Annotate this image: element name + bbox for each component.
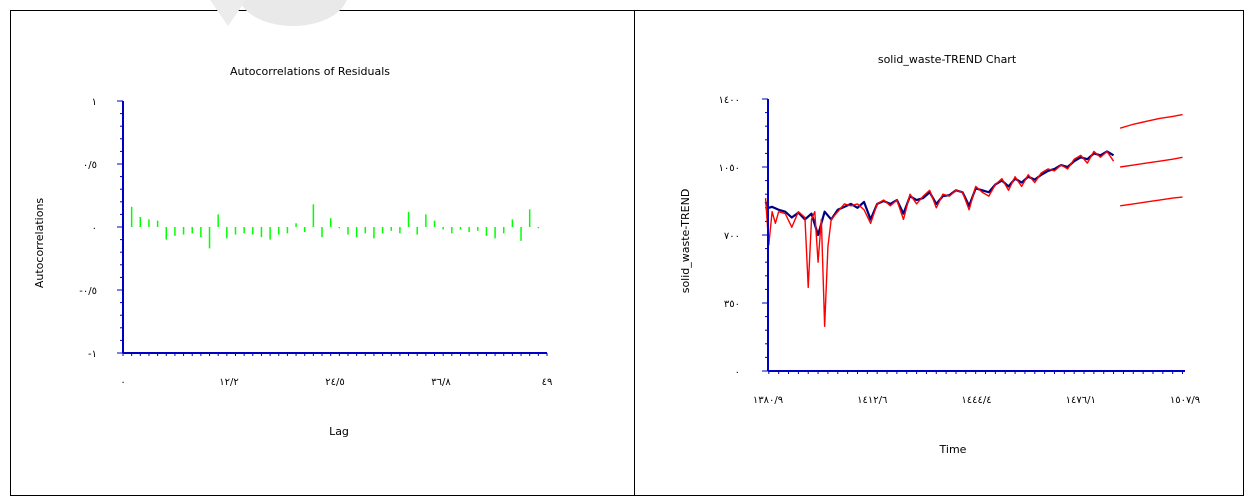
x-tick-label: ٤٩ [542, 377, 553, 388]
y-tick-label: ٣٥٠ [724, 299, 740, 310]
y-axis-label: Autocorrelations [33, 198, 46, 289]
x-tick-label: ١٤٧٦/١ [1066, 395, 1096, 406]
forecast-line [1120, 156, 1183, 168]
y-tick-label: ١٤٠٠ [719, 95, 740, 106]
x-axis-label: Lag [329, 425, 349, 438]
lower-bound-line [1120, 196, 1183, 207]
x-tick-label: ١٤٤٤/٤ [961, 395, 991, 406]
y-tick-label: -١ [88, 349, 97, 360]
y-tick-label: ٧٠٠ [724, 231, 740, 242]
chart-title: solid_waste-TREND Chart [878, 53, 1017, 66]
panel-divider [634, 10, 635, 496]
y-tick-label: -٠/٥ [79, 286, 97, 297]
y-tick-label: ١ [92, 97, 97, 108]
actual-line [764, 150, 1115, 237]
x-tick-label: ١٣٨٠/٩ [753, 395, 783, 406]
x-axis-label: Time [939, 443, 967, 456]
x-tick-label: ٠ [120, 377, 125, 388]
x-tick-label: ١٤١٢/٦ [857, 395, 887, 406]
figure-frame [10, 10, 1244, 496]
acf-chart: Autocorrelations of Residuals Autocorrel… [33, 65, 553, 438]
upper-bound-line [1119, 113, 1183, 129]
trend-chart: solid_waste-TREND Chart solid_waste-TREN… [679, 53, 1200, 456]
x-tick-label: ١٢/٢ [219, 377, 238, 388]
y-tick-label: ٠ [735, 367, 740, 378]
x-tick-label: ٣٦/٨ [431, 377, 451, 388]
y-tick-label: ٠/٥ [83, 160, 97, 171]
chart-title: Autocorrelations of Residuals [230, 65, 390, 78]
fitted-line [764, 150, 1115, 328]
y-tick-label: ٠ [92, 223, 97, 234]
y-axis-label: solid_waste-TREND [679, 189, 692, 294]
watermark-shape-tail [210, 0, 246, 26]
x-tick-label: ٢٤/٥ [325, 377, 344, 388]
x-tick-label: ١٥٠٧/٩ [1170, 395, 1200, 406]
y-tick-label: ١٠٥٠ [719, 163, 740, 174]
